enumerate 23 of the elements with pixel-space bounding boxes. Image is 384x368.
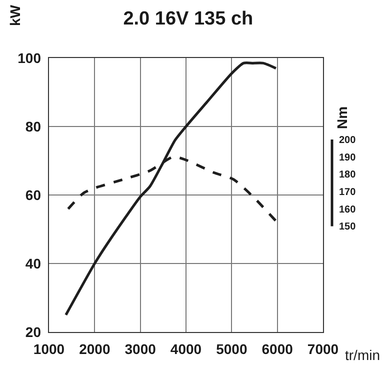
y2-tick-label: 150 — [339, 222, 356, 233]
y-tick-label: 40 — [25, 255, 42, 272]
y2-tick-label: 200 — [339, 135, 356, 146]
y-tick-label: 100 — [18, 50, 42, 66]
x-tick-label: 1000 — [33, 341, 65, 357]
x-tick-label: 2000 — [79, 341, 110, 357]
y-tick-label: 20 — [25, 324, 42, 340]
x-tick-label: 3000 — [124, 341, 156, 357]
x-axis-title: tr/min — [345, 347, 380, 363]
y2-tick-label: 190 — [339, 152, 356, 164]
x-tick-label: 4000 — [170, 341, 202, 357]
line-series — [64, 62, 278, 316]
y2-axis-title: Nm — [334, 106, 350, 129]
y2-tick-label: 180 — [339, 170, 356, 181]
x-tick-label: 6000 — [262, 341, 294, 357]
chart-title: 2.0 16V 135 ch — [123, 8, 254, 30]
y2-tick-label: 160 — [339, 204, 356, 216]
x-tick-label: 7000 — [307, 341, 339, 357]
y-tick-label: 60 — [25, 186, 42, 203]
y-tick-label: 80 — [25, 118, 42, 134]
y2-tick-label: 170 — [339, 187, 356, 198]
x-tick-label: 5000 — [216, 341, 248, 357]
y-axis-title: kW — [7, 4, 23, 26]
